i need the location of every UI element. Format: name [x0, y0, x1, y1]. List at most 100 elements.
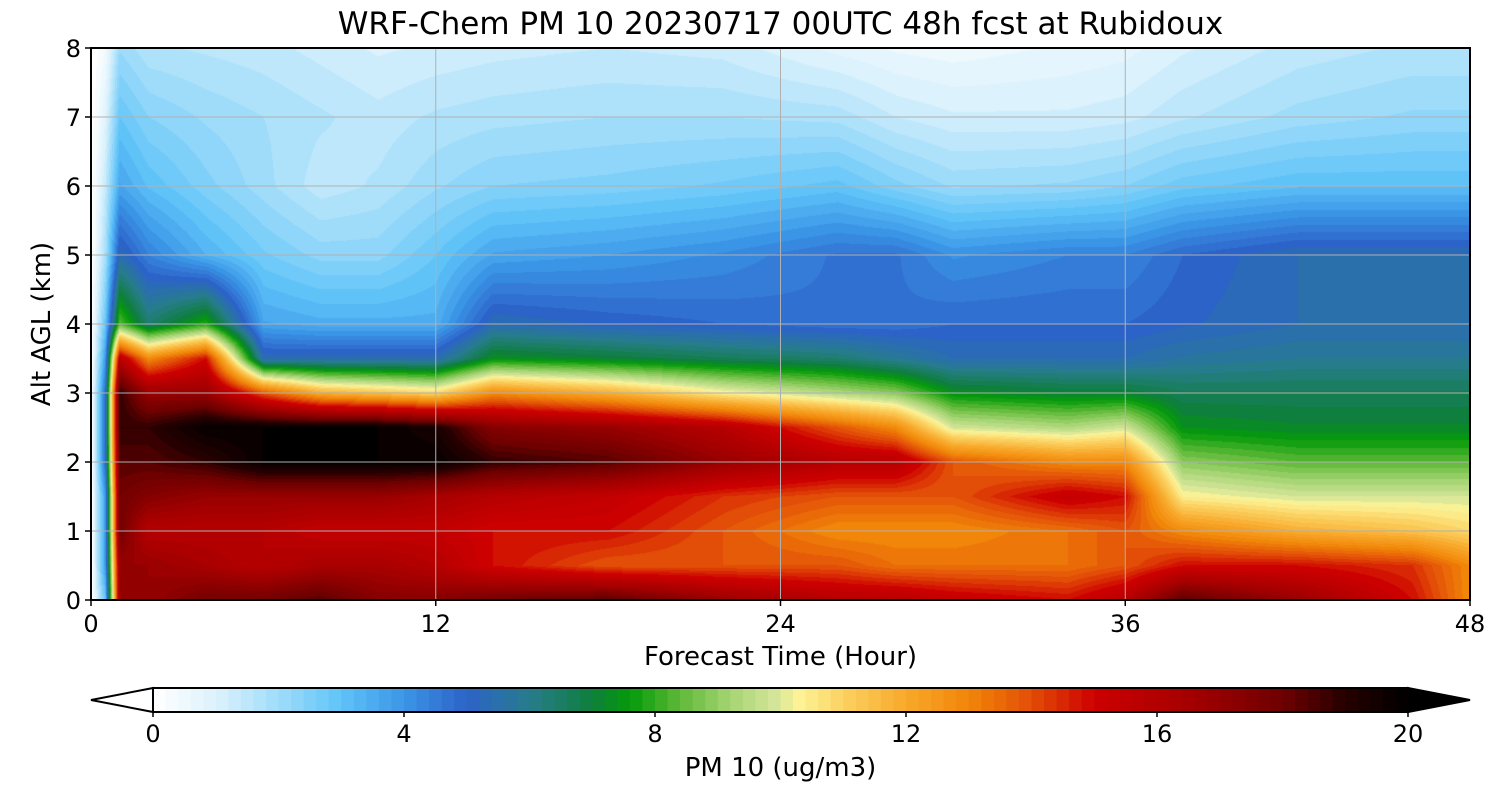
colorbar-segment — [441, 688, 455, 712]
colorbar-segment — [404, 688, 418, 712]
colorbar-segment — [617, 688, 631, 712]
colorbar-segment — [1269, 688, 1284, 712]
colorbar-lower-extension — [90, 686, 154, 714]
colorbar-segment — [1018, 688, 1033, 712]
colorbar-ticks: 0 4 8 12 16 20 — [145, 712, 1423, 748]
colorbar-segment — [592, 688, 606, 712]
colorbar-segment — [981, 688, 995, 712]
colorbar-segment — [328, 688, 342, 712]
colorbar-segment — [755, 688, 769, 712]
colorbar-segment — [479, 688, 493, 712]
colorbar-frame — [152, 687, 1409, 713]
x-tick-label: 36 — [1110, 610, 1141, 638]
colorbar-segment — [429, 688, 443, 712]
colorbar-segment — [1006, 688, 1020, 712]
colorbar-segment — [1056, 688, 1070, 712]
colorbar-segment — [353, 688, 367, 712]
colorbar-segment — [466, 688, 480, 712]
colorbar-segment — [629, 688, 644, 712]
x-axis: 0 12 24 36 48 — [83, 600, 1485, 638]
colorbar-segment — [780, 688, 794, 712]
colorbar-segment — [516, 688, 531, 712]
colorbar-segment — [253, 688, 267, 712]
colorbar-segment — [1119, 688, 1133, 712]
colorbar-segment — [1357, 688, 1371, 712]
y-tick-label: 2 — [66, 449, 81, 477]
colorbar-segment — [165, 688, 179, 712]
colorbar-segment — [956, 688, 970, 712]
colorbar-segment — [1144, 688, 1158, 712]
colorbar-segment — [240, 688, 254, 712]
colorbar-segment — [1031, 688, 1045, 712]
colorbar-segment — [642, 688, 656, 712]
colorbar-segment — [178, 688, 192, 712]
colorbar-segment — [378, 688, 393, 712]
colorbar-segment — [203, 688, 217, 712]
colorbar-segment — [793, 688, 807, 712]
colorbar-tick-label: 8 — [647, 720, 662, 748]
colorbar-segment — [667, 688, 681, 712]
colorbar-segment — [190, 688, 204, 712]
colorbar-swatches — [153, 688, 1409, 712]
colorbar-upper-extension — [1407, 686, 1471, 714]
colorbar-segment — [1169, 688, 1183, 712]
colorbar-segment — [341, 688, 355, 712]
colorbar-segment — [767, 688, 782, 712]
colorbar-label: PM 10 (ug/m3) — [685, 753, 877, 783]
colorbar-segment — [1069, 688, 1083, 712]
colorbar-segment — [1081, 688, 1095, 712]
colorbar-segment — [880, 688, 895, 712]
y-tick-label: 3 — [66, 380, 81, 408]
colorbar-segment — [291, 688, 305, 712]
colorbar-tick-label: 0 — [145, 720, 160, 748]
y-tick-label: 5 — [66, 242, 81, 270]
colorbar-segment — [993, 688, 1007, 712]
colorbar-segment — [491, 688, 505, 712]
colorbar-segment — [931, 688, 945, 712]
colorbar-segment — [655, 688, 669, 712]
colorbar-segment — [1207, 688, 1221, 712]
colorbar-segment — [554, 688, 568, 712]
y-axis: 0 1 2 3 4 5 6 7 8 — [66, 35, 91, 615]
colorbar-segment — [742, 688, 756, 712]
y-axis-label: Alt AGL (km) — [27, 242, 57, 406]
x-tick-label: 24 — [765, 610, 796, 638]
y-tick-label: 0 — [66, 587, 81, 615]
colorbar-segment — [542, 688, 556, 712]
colorbar-segment — [1307, 688, 1321, 712]
colorbar-segment — [818, 688, 832, 712]
colorbar-segment — [717, 688, 731, 712]
colorbar-segment — [567, 688, 581, 712]
colorbar-segment — [868, 688, 882, 712]
colorbar-segment — [1106, 688, 1120, 712]
colorbar-segment — [1244, 688, 1258, 712]
colorbar-segment — [968, 688, 982, 712]
colorbar-segment — [843, 688, 857, 712]
colorbar-segment — [1332, 688, 1346, 712]
colorbar-segment — [1320, 688, 1334, 712]
colorbar-tick-label: 4 — [396, 720, 411, 748]
colorbar-segment — [391, 688, 405, 712]
colorbar-segment — [855, 688, 869, 712]
colorbar-segment — [943, 688, 957, 712]
colorbar-segment — [1219, 688, 1233, 712]
colorbar-segment — [1131, 688, 1146, 712]
y-tick-label: 7 — [66, 104, 81, 132]
y-tick-label: 1 — [66, 518, 81, 546]
colorbar-segment — [830, 688, 844, 712]
colorbar-tick-label: 20 — [1393, 720, 1424, 748]
colorbar-tick-label: 16 — [1142, 720, 1173, 748]
colorbar-segment — [1295, 688, 1309, 712]
colorbar-tick-label: 12 — [891, 720, 922, 748]
colorbar-segment — [906, 688, 920, 712]
colorbar-segment — [1232, 688, 1246, 712]
colorbar-segment — [454, 688, 468, 712]
colorbar-segment — [1395, 688, 1409, 712]
chart-title: WRF-Chem PM 10 20230717 00UTC 48h fcst a… — [337, 6, 1224, 42]
colorbar: 0 4 8 12 16 20 PM 10 (ug/m3) — [90, 686, 1471, 783]
x-tick-label: 12 — [420, 610, 451, 638]
colorbar-segment — [1257, 688, 1271, 712]
colorbar-segment — [265, 688, 280, 712]
colorbar-segment — [705, 688, 719, 712]
